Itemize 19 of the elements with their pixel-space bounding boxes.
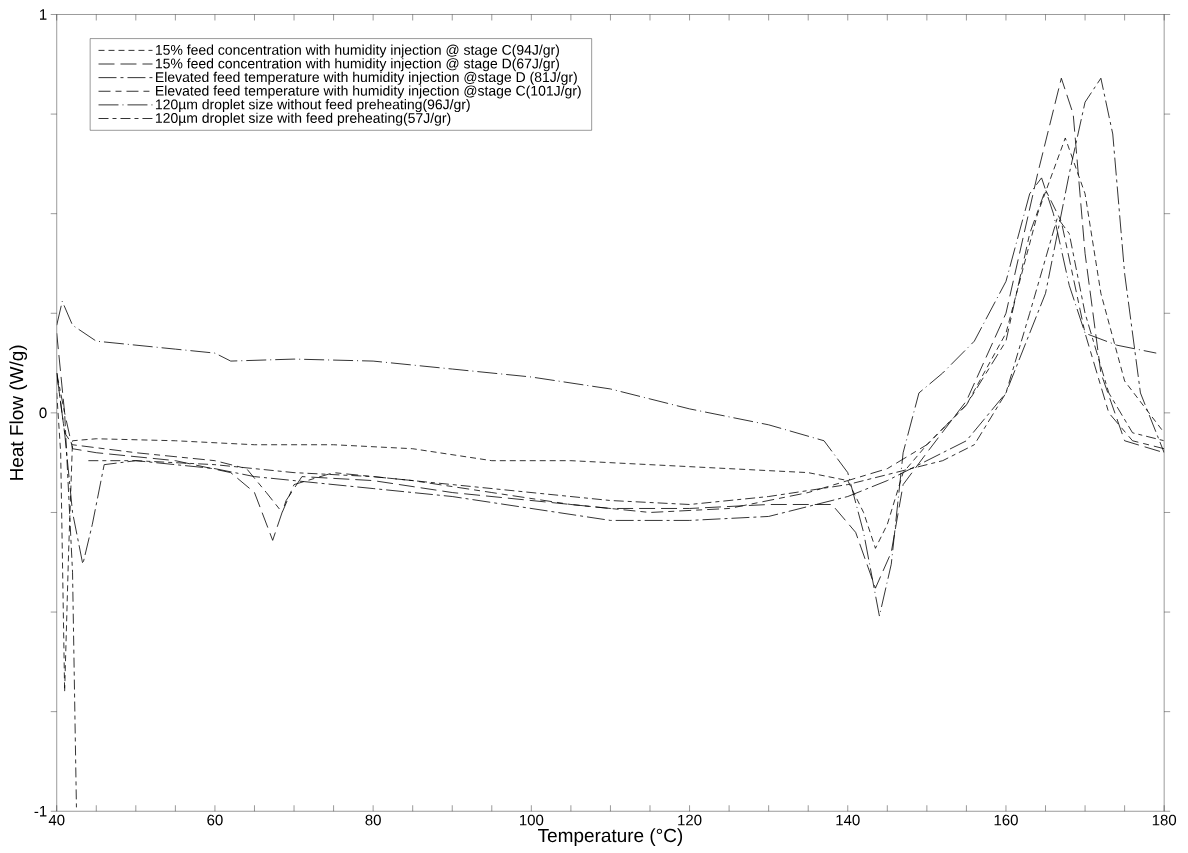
x-tick-label: 80 [365, 814, 381, 826]
y-tick-label: 0 [39, 407, 47, 419]
y-axis-title: Heat Flow (W/g) [9, 345, 28, 480]
legend-label: Elevated feed temperature with humidity injection @stage D (81J/gr) [156, 71, 577, 85]
legend-label: 120µm droplet size with feed preheating(57J/gr) [155, 112, 451, 126]
legend-label: 15% feed concentration with humidity injection @ stage D(67J/gr) [155, 58, 559, 72]
x-tick-label: 180 [1152, 814, 1177, 826]
legend-label: Elevated feed temperature with humidity injection @stage C(101J/gr) [156, 85, 581, 99]
legend-label: 120µm droplet size without feed preheating(96J/gr) [155, 98, 470, 112]
y-tick-label: 1 [40, 9, 47, 20]
x-tick-label: 160 [994, 814, 1018, 826]
x-axis-title: Temperature (°C) [538, 828, 683, 846]
x-tick-label: 120 [678, 814, 702, 826]
x-tick-label: 140 [836, 814, 860, 826]
legend-label: 15% feed concentration with humidity injection @ stage C(94J/gr) [155, 44, 559, 58]
x-tick-label: 60 [207, 814, 223, 826]
y-tick-label: -1 [34, 805, 47, 817]
x-tick-label: 100 [519, 814, 544, 826]
x-tick-label: 40 [48, 814, 65, 826]
